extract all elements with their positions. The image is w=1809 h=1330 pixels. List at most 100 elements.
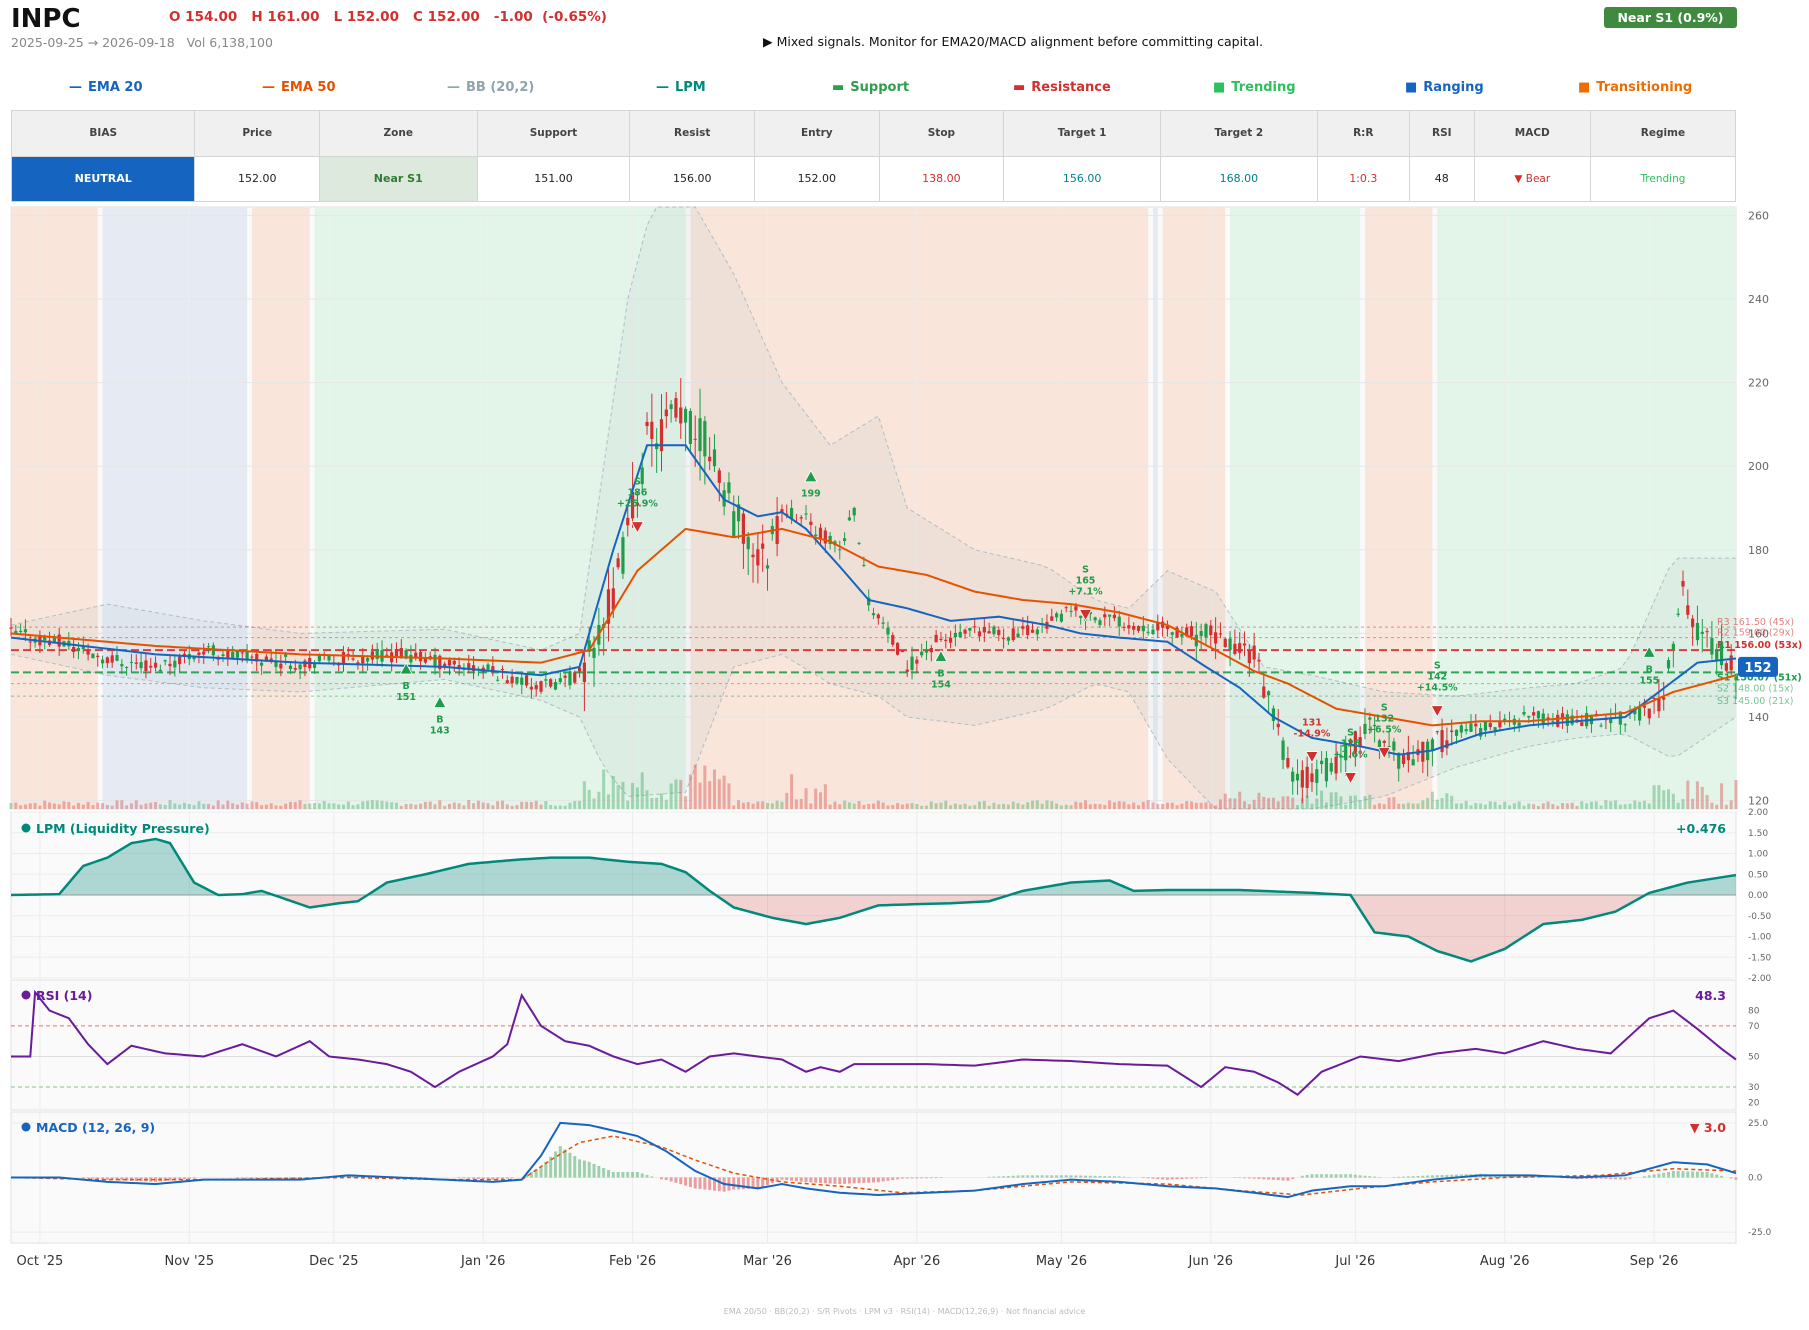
- volume-bar: [1223, 793, 1227, 809]
- macd-hist-bar: [86, 1177, 90, 1179]
- candle-body: [1127, 625, 1131, 629]
- legend-transitioning[interactable]: ■ Transitioning: [1578, 80, 1692, 95]
- candle-body: [582, 662, 586, 683]
- volume-bar: [1488, 801, 1492, 809]
- macd-hist-bar: [737, 1177, 741, 1190]
- macd-hist-bar: [1512, 1175, 1516, 1178]
- macd-hist-bar: [1604, 1177, 1608, 1179]
- candle-body: [163, 660, 167, 662]
- regime-band-transitioning: [1364, 207, 1433, 809]
- volume-bar: [327, 803, 331, 809]
- macd-hist-bar: [1050, 1175, 1054, 1178]
- signal-summary: ▶ Mixed signals. Monitor for EMA20/MACD …: [763, 34, 1264, 49]
- volume-bar: [1695, 781, 1699, 809]
- candle-body: [173, 660, 177, 668]
- legend-trending[interactable]: ■ Trending: [1213, 80, 1296, 95]
- legend-ema50[interactable]: — EMA 50: [262, 80, 336, 95]
- price-tick-label: 240: [1748, 293, 1769, 306]
- macd-hist-bar: [1103, 1176, 1107, 1178]
- candle-body: [736, 504, 741, 522]
- candle-body: [1705, 631, 1709, 633]
- macd-hist-bar: [1276, 1177, 1280, 1181]
- candle-body: [857, 542, 861, 544]
- volume-bar: [679, 779, 683, 809]
- candle-body: [968, 627, 972, 631]
- volume-bar: [876, 800, 880, 809]
- candle-body: [746, 536, 750, 550]
- candle-body: [496, 679, 500, 681]
- candle-body: [182, 653, 187, 656]
- chart-legend: — EMA 20 — EMA 50 — BB (20,2) — LPM ▬ Support…: [0, 80, 1809, 100]
- macd-hist-bar: [606, 1170, 610, 1178]
- legend-ema20[interactable]: — EMA 20: [69, 80, 143, 95]
- volume-bar: [1614, 800, 1618, 809]
- volume-bar: [1334, 792, 1338, 809]
- volume-bar: [1002, 803, 1006, 809]
- signal-label: S: [1082, 565, 1089, 576]
- volume-bar: [1108, 800, 1112, 809]
- legend-line-icon: —: [262, 80, 275, 95]
- table-header-cell: Target 2: [1159, 110, 1318, 157]
- volume-bar: [616, 784, 620, 809]
- volume-bar: [1320, 790, 1324, 809]
- macd-hist-bar: [1247, 1177, 1251, 1179]
- volume-bar: [862, 804, 866, 809]
- legend-lpm[interactable]: — LPM: [656, 80, 706, 95]
- macd-hist-bar: [462, 1177, 466, 1179]
- candle-body: [149, 665, 153, 668]
- macd-hist-bar: [934, 1177, 938, 1179]
- candle-body: [505, 680, 509, 684]
- macd-hist-bar: [900, 1177, 904, 1179]
- macd-hist-bar: [1527, 1175, 1531, 1178]
- candle-body: [72, 646, 76, 652]
- legend-bb[interactable]: — BB (20,2): [447, 80, 534, 95]
- volume-bar: [101, 803, 105, 809]
- volume-bar: [1657, 785, 1661, 809]
- table-header-cell: Resist: [629, 110, 756, 157]
- macd-hist-bar: [1541, 1176, 1545, 1178]
- macd-hist-bar: [457, 1177, 461, 1179]
- candle-body: [298, 664, 302, 670]
- volume-bar: [1575, 805, 1579, 809]
- macd-hist-bar: [1194, 1177, 1198, 1179]
- legend-resistance[interactable]: ▬ Resistance: [1013, 80, 1111, 95]
- signal-label: S: [1381, 702, 1388, 713]
- volume-bar: [751, 803, 755, 809]
- volume-bar: [997, 804, 1001, 809]
- resistance-level-label: R1 156.00 (53x): [1717, 640, 1802, 651]
- candle-body: [659, 419, 664, 452]
- volume-bar: [1156, 803, 1160, 809]
- macd-hist-bar: [741, 1177, 745, 1190]
- candle-body: [616, 558, 620, 568]
- candle-body: [1305, 766, 1309, 788]
- volume-bar: [1604, 800, 1608, 809]
- legend-ranging[interactable]: ■ Ranging: [1405, 80, 1484, 95]
- volume-bar: [1127, 804, 1131, 809]
- candle-body: [871, 613, 876, 616]
- sell-arrow-icon: [1343, 772, 1358, 785]
- lpm-positive-area: [11, 838, 1736, 895]
- volume-bar: [419, 803, 423, 809]
- volume-bar: [67, 802, 71, 809]
- candle-body: [799, 517, 803, 519]
- volume-bar: [216, 800, 220, 809]
- macd-hist-bar: [1112, 1176, 1116, 1178]
- volume-bar: [1161, 803, 1165, 809]
- candle-body: [168, 663, 172, 667]
- sell-signal: 131-14.9%: [1294, 718, 1331, 764]
- signal-value: 186: [627, 488, 647, 499]
- signal-pct: -14.9%: [1294, 729, 1331, 740]
- volume-bar: [1710, 802, 1714, 809]
- volume-bar: [1642, 800, 1646, 809]
- volume-bar: [1464, 800, 1468, 809]
- volume-bar: [1493, 801, 1497, 809]
- volume-bar: [659, 793, 663, 809]
- candle-body: [178, 656, 182, 665]
- candle-body: [1411, 759, 1415, 766]
- volume-bar: [1074, 801, 1078, 809]
- x-axis-label: Nov '25: [164, 1254, 214, 1269]
- candle-body: [693, 438, 697, 440]
- candle-body: [346, 653, 350, 655]
- volume-bar: [361, 801, 365, 809]
- legend-support[interactable]: ▬ Support: [832, 80, 909, 95]
